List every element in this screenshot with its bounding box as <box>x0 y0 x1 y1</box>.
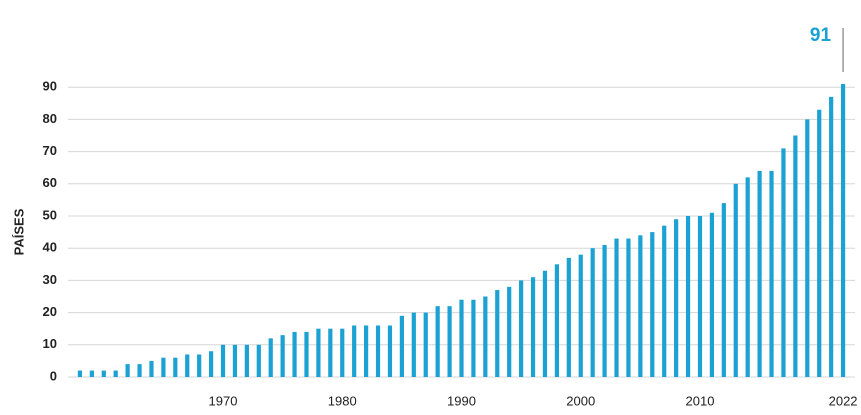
bar <box>161 357 166 377</box>
y-tick-label: 0 <box>50 368 57 383</box>
y-tick-label: 90 <box>43 79 57 94</box>
bar <box>364 325 369 377</box>
bar <box>125 364 130 377</box>
y-tick-label: 40 <box>43 240 57 255</box>
y-tick-label: 80 <box>43 111 57 126</box>
bar <box>638 235 643 377</box>
bar <box>328 328 333 377</box>
bar <box>614 238 619 377</box>
bar <box>197 354 202 377</box>
bar <box>602 244 607 377</box>
bar <box>101 370 106 377</box>
bar <box>757 170 762 377</box>
bar <box>399 315 404 377</box>
bar <box>220 344 226 377</box>
x-tick-label: 2022 <box>829 393 858 408</box>
bar <box>387 325 393 377</box>
bar <box>840 83 846 377</box>
y-tick-label: 70 <box>43 143 57 158</box>
bar <box>149 360 154 377</box>
bar <box>375 325 381 377</box>
bar <box>459 299 464 377</box>
bar <box>113 370 118 377</box>
bar <box>77 370 83 377</box>
x-tick-label: 2000 <box>566 393 595 408</box>
bar <box>244 344 249 377</box>
x-tick-label: 1970 <box>209 393 238 408</box>
bar <box>793 135 798 377</box>
y-tick-label: 50 <box>43 207 57 222</box>
annotation: 91 <box>810 25 832 46</box>
bar <box>435 306 440 377</box>
bar <box>566 257 571 377</box>
bar <box>817 109 822 378</box>
bar <box>530 277 536 377</box>
bar <box>483 296 488 377</box>
bar <box>352 325 357 377</box>
x-tick-label: 2010 <box>686 393 715 408</box>
bar <box>542 270 548 377</box>
bar <box>674 219 679 377</box>
bar <box>256 344 261 377</box>
y-tick-label: 30 <box>43 272 57 287</box>
bar <box>626 238 631 377</box>
bar <box>519 280 524 377</box>
y-tick-label: 10 <box>43 336 57 351</box>
bar <box>423 312 428 377</box>
y-axis-label: PAÍSES <box>11 208 26 255</box>
bar <box>411 312 416 377</box>
bar <box>697 216 703 377</box>
bar <box>578 254 583 377</box>
bar <box>173 357 178 377</box>
bar <box>662 225 667 377</box>
bar <box>733 183 738 377</box>
bar <box>304 331 309 377</box>
x-tick-label: 1990 <box>447 393 476 408</box>
bar <box>769 170 774 377</box>
bar <box>280 335 285 377</box>
bar <box>316 328 321 377</box>
bar <box>590 248 595 377</box>
bar <box>709 212 715 377</box>
bar <box>507 286 512 377</box>
x-tick-label: 1980 <box>328 393 357 408</box>
bar <box>208 351 214 377</box>
bar <box>89 370 94 377</box>
bar <box>292 331 297 377</box>
bar <box>340 328 345 377</box>
bar <box>268 338 273 377</box>
bar <box>554 264 559 377</box>
bar <box>232 344 238 377</box>
bar <box>745 177 750 377</box>
y-tick-label: 60 <box>43 175 57 190</box>
bar <box>805 119 810 378</box>
bar <box>781 148 786 377</box>
bar <box>650 232 655 377</box>
bar <box>471 299 476 377</box>
bar <box>829 96 834 378</box>
bar <box>685 216 691 377</box>
y-tick-label: 20 <box>43 304 57 319</box>
bar <box>495 290 500 377</box>
bar <box>447 306 452 377</box>
bar <box>721 203 726 377</box>
bar <box>137 364 142 377</box>
bar <box>185 354 190 377</box>
